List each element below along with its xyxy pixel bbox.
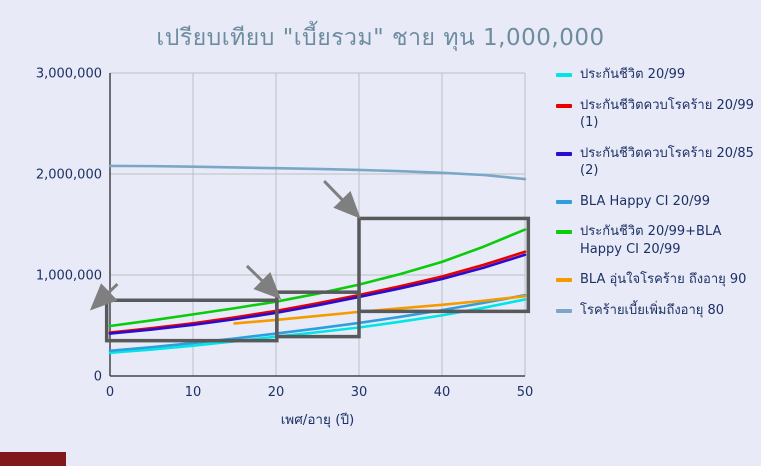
- chart-title: เปรียบเทียบ "เบี้ยรวม" ชาย ทุน 1,000,000: [156, 25, 605, 51]
- legend-swatch-icon: [556, 199, 572, 204]
- legend-label: BLA Happy CI 20/99: [580, 193, 711, 209]
- legend-item: โรคร้ายเบี้ยเพิ่มถึงอายุ 80: [556, 302, 756, 320]
- legend: ประกันชีวิต 20/99 ประกันชีวิตควบโรคร้าย 2…: [556, 66, 756, 319]
- legend-item: ประกันชีวิตควบโรคร้าย 20/99 (1): [556, 97, 756, 132]
- svg-text:20: 20: [268, 385, 285, 400]
- legend-label: BLA อุ่นใจโรคร้าย ถึงอายุ 90: [580, 272, 747, 288]
- legend-swatch-icon: [556, 73, 572, 77]
- svg-text:10: 10: [185, 385, 202, 400]
- legend-label: โรคร้ายเบี้ยเพิ่มถึงอายุ 80: [580, 302, 725, 318]
- x-axis-title: เพศ/อายุ (ปี): [280, 412, 355, 428]
- svg-text:30: 30: [351, 385, 368, 400]
- legend-item: ประกันชีวิต 20/99: [556, 66, 756, 84]
- legend-item: ประกันชีวิต 20/99+BLA Happy CI 20/99: [556, 223, 756, 258]
- premium-comparison-line-chart: 0 1,000,000 2,000,000 3,000,000 0 10 20 30 40 50: [36, 67, 534, 401]
- svg-text:3,000,000: 3,000,000: [36, 67, 102, 82]
- svg-text:2,000,000: 2,000,000: [36, 168, 102, 183]
- svg-text:0: 0: [106, 385, 114, 400]
- svg-text:40: 40: [434, 385, 451, 400]
- legend-label: ประกันชีวิตควบโรคร้าย 20/99 (1): [580, 97, 754, 131]
- svg-text:0: 0: [94, 370, 102, 385]
- legend-swatch-icon: [556, 308, 572, 313]
- svg-text:50: 50: [517, 385, 534, 400]
- legend-swatch-icon: [556, 278, 572, 283]
- legend-swatch-icon: [556, 151, 572, 156]
- legend-item: BLA อุ่นใจโรคร้าย ถึงอายุ 90: [556, 271, 756, 289]
- legend-swatch-icon: [556, 103, 572, 108]
- legend-label: ประกันชีวิต 20/99: [580, 67, 686, 82]
- legend-label: ประกันชีวิต 20/99+BLA Happy CI 20/99: [580, 224, 722, 257]
- legend-swatch-icon: [556, 230, 572, 235]
- svg-text:1,000,000: 1,000,000: [36, 269, 102, 284]
- legend-label: ประกันชีวิตควบโรคร้าย 20/85 (2): [580, 145, 754, 179]
- bottom-left-badge: [0, 452, 66, 466]
- legend-item: ประกันชีวิตควบโรคร้าย 20/85 (2): [556, 145, 756, 180]
- legend-item: BLA Happy CI 20/99: [556, 193, 756, 211]
